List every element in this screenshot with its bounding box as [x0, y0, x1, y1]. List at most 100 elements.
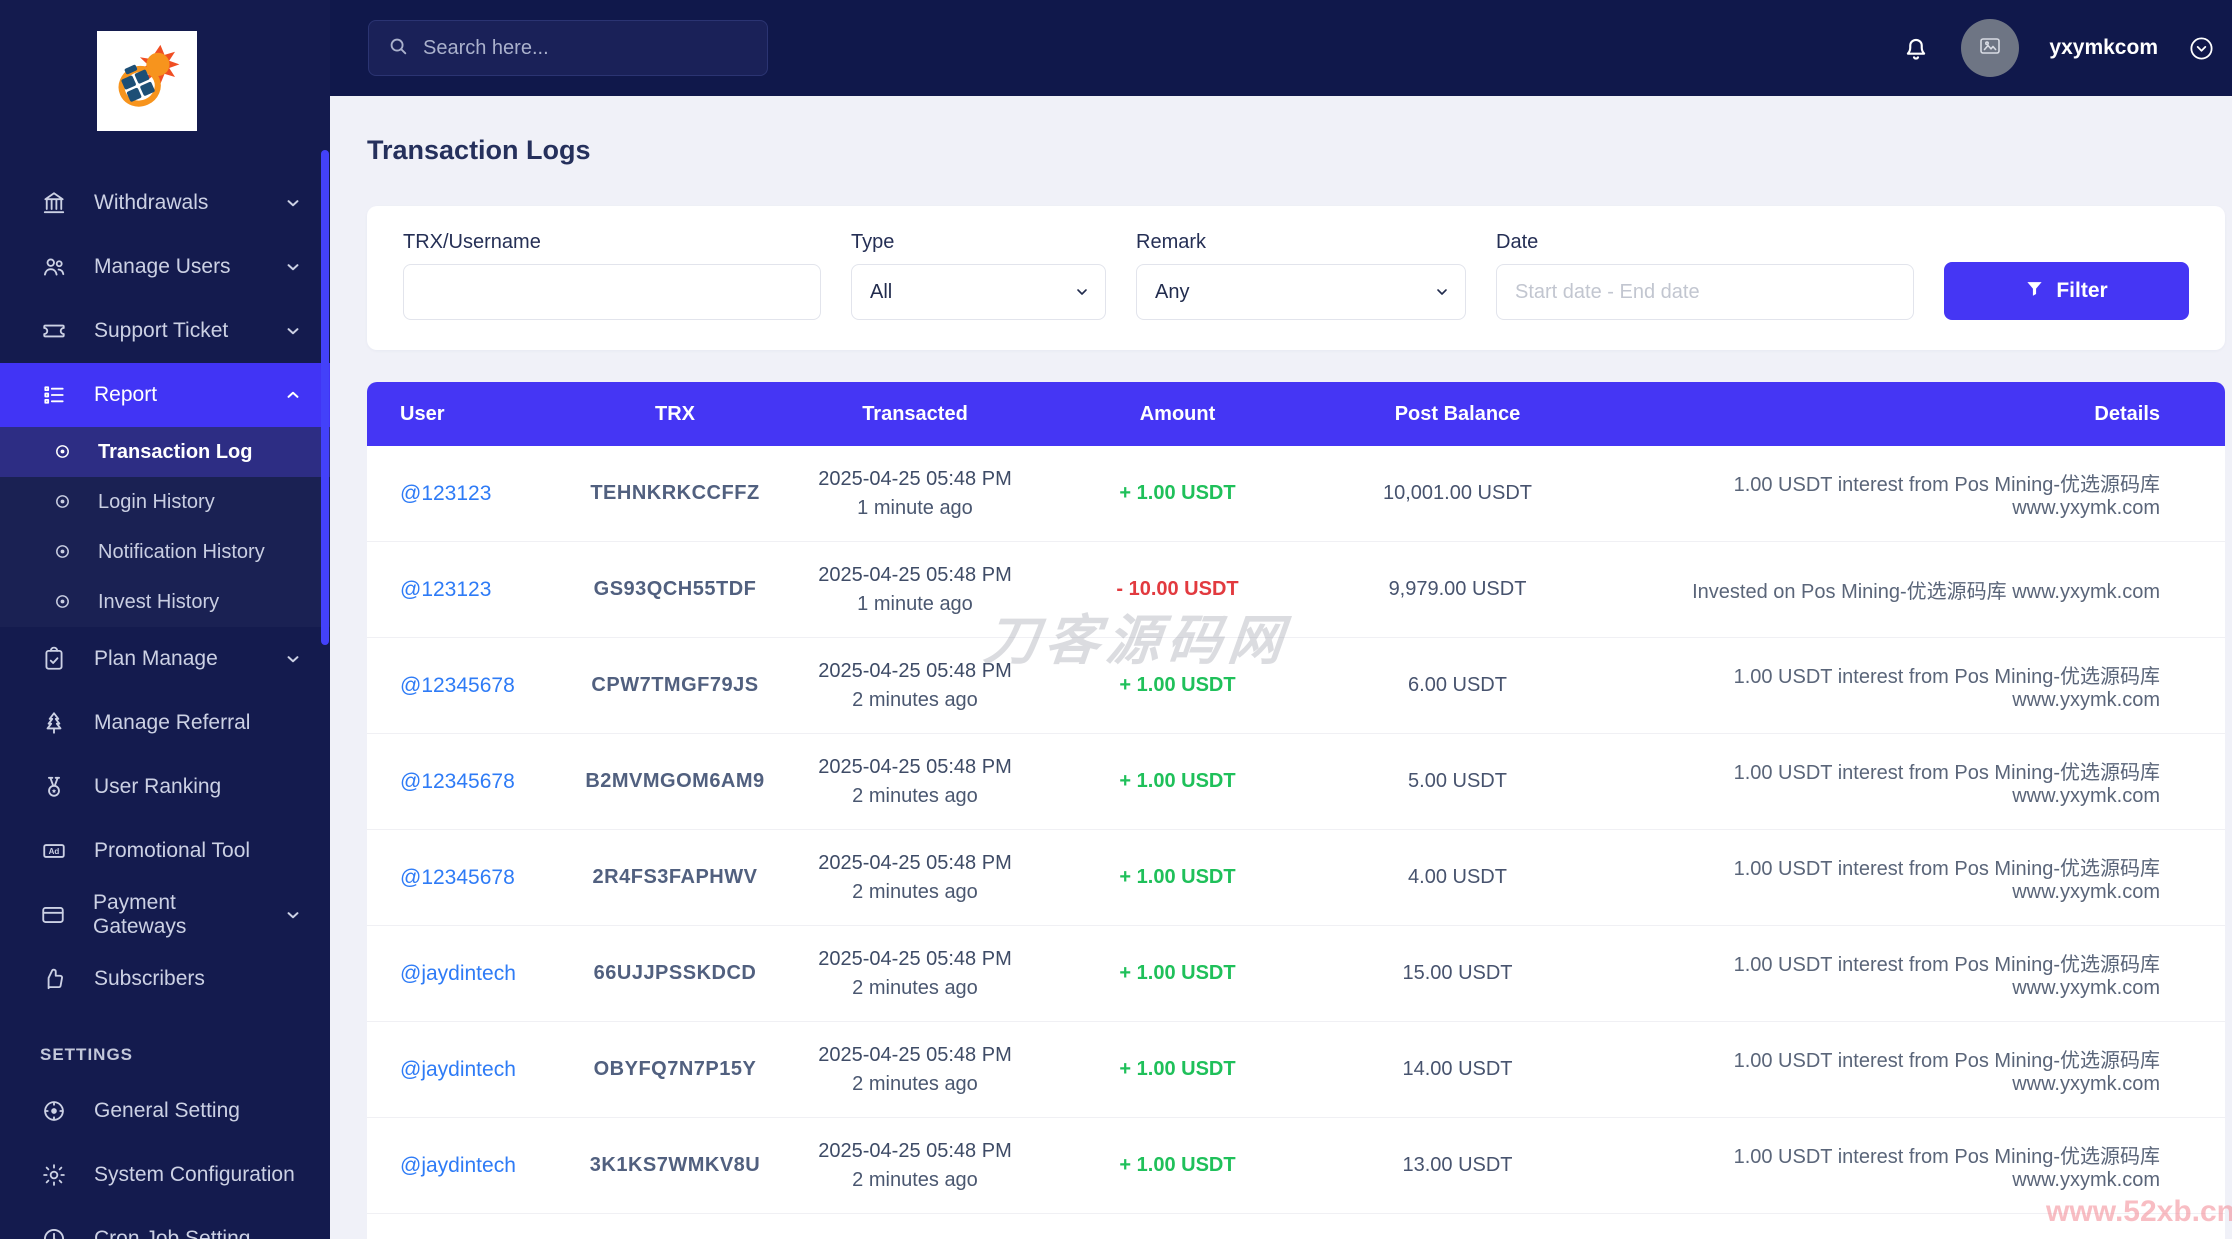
- sidebar-item-payment-gateways[interactable]: Payment Gateways: [0, 883, 330, 947]
- user-link[interactable]: @jaydintech: [400, 1057, 516, 1081]
- details: 1.00 USDT interest from Pos Mining-优选源码库…: [1733, 953, 2160, 999]
- username[interactable]: yxymkcom: [2049, 36, 2158, 59]
- sidebar-item-user-ranking[interactable]: User Ranking: [0, 755, 330, 819]
- sidebar-subitem-transaction-log[interactable]: Transaction Log: [0, 427, 330, 477]
- remark-select[interactable]: Any: [1136, 264, 1466, 320]
- column-header-trx: TRX: [655, 402, 695, 425]
- search-box: [368, 20, 768, 76]
- sidebar-item-label: Login History: [98, 490, 215, 513]
- image-placeholder-icon: [1978, 34, 2002, 63]
- table-row: @jaydintech OBYFQ7N7P15Y 2025-04-25 05:48 …: [367, 1022, 2225, 1118]
- trx-code: B2MVMGOM6AM9: [585, 770, 765, 792]
- amount: + 1.00 USDT: [1119, 482, 1236, 504]
- sidebar-section-header: SETTINGS: [40, 1045, 134, 1064]
- column-header-user: User: [400, 402, 445, 425]
- user-link[interactable]: @jaydintech: [400, 1153, 516, 1177]
- filter-button[interactable]: Filter: [1944, 262, 2189, 320]
- sidebar-scrollbar-thumb[interactable]: [321, 150, 329, 645]
- sidebar-item-cron-job-setting[interactable]: Cron Job Setting: [0, 1207, 330, 1239]
- sidebar-item-label: Report: [94, 383, 158, 406]
- globe-icon: [40, 1098, 67, 1125]
- remark-label: Remark: [1136, 231, 1207, 253]
- sidebar-item-promotional-tool[interactable]: Ad Promotional Tool: [0, 819, 330, 883]
- trx-username-label: TRX/Username: [403, 231, 541, 253]
- chevron-down-icon: [284, 906, 302, 924]
- user-link[interactable]: @123123: [400, 577, 492, 601]
- sidebar-subitem-invest-history[interactable]: Invest History: [0, 577, 330, 627]
- column-header-transacted: Transacted: [862, 402, 968, 425]
- medal-icon: [40, 774, 67, 801]
- table-row: @12345678 CPW7TMGF79JS 2025-04-25 05:48 PM…: [367, 638, 2225, 734]
- sidebar-item-general-setting[interactable]: General Setting: [0, 1079, 330, 1143]
- post-balance: 13.00 USDT: [1402, 1154, 1513, 1176]
- table-row: @jaydintech 66UJJPSSKDCD 2025-04-25 05:48 …: [367, 926, 2225, 1022]
- chevron-down-icon: [284, 194, 302, 212]
- sidebar-subitem-notification-history[interactable]: Notification History: [0, 527, 330, 577]
- ad-icon: Ad: [40, 838, 67, 865]
- sidebar: Withdrawals Manage Users Support Ticket Rep…: [0, 0, 330, 1239]
- sidebar-item-label: Plan Manage: [94, 647, 218, 670]
- chevron-up-icon: [284, 386, 302, 404]
- users-icon: [40, 254, 67, 281]
- sidebar-item-label: Promotional Tool: [94, 839, 251, 862]
- sidebar-item-report[interactable]: Report: [0, 363, 330, 427]
- user-menu-chevron-icon[interactable]: [2188, 35, 2215, 62]
- sidebar-item-system-configuration[interactable]: System Configuration: [0, 1143, 330, 1207]
- type-label: Type: [851, 231, 895, 253]
- sidebar-item-label: Cron Job Setting: [94, 1227, 251, 1239]
- table-row: @12345678 B2MVMGOM6AM9 2025-04-25 05:48 PM…: [367, 734, 2225, 830]
- user-link[interactable]: @12345678: [400, 865, 515, 889]
- date-range-input[interactable]: [1496, 264, 1914, 320]
- radio-icon: [52, 541, 74, 563]
- sidebar-item-manage-referral[interactable]: Manage Referral: [0, 691, 330, 755]
- details: 1.00 USDT interest from Pos Mining-优选源码库…: [1733, 857, 2160, 903]
- report-icon: [40, 382, 67, 409]
- sidebar-item-withdrawals[interactable]: Withdrawals: [0, 171, 330, 235]
- tree-icon: [40, 710, 67, 737]
- sidebar-item-manage-users[interactable]: Manage Users: [0, 235, 330, 299]
- details: 1.00 USDT interest from Pos Mining-优选源码库…: [1733, 665, 2160, 711]
- search-input[interactable]: [423, 36, 749, 60]
- sidebar-item-label: Withdrawals: [94, 191, 209, 214]
- amount: - 10.00 USDT: [1116, 578, 1239, 600]
- post-balance: 14.00 USDT: [1402, 1058, 1513, 1080]
- sidebar-item-label: Support Ticket: [94, 319, 229, 342]
- table-row: @123123 TEHNKRKCCFFZ 2025-04-25 05:48 PM 1 …: [367, 446, 2225, 542]
- notifications-bell-icon[interactable]: [1901, 33, 1931, 63]
- filter-card: TRX/Username Type All Remark: [367, 206, 2225, 350]
- sidebar-item-support-ticket[interactable]: Support Ticket: [0, 299, 330, 363]
- transaction-table: User TRX Transacted Amount Post Balance Detai…: [367, 382, 2225, 1239]
- card-icon: [40, 902, 66, 929]
- sidebar-subitem-login-history[interactable]: Login History: [0, 477, 330, 527]
- column-header-post-balance: Post Balance: [1394, 402, 1521, 425]
- sidebar-nav: Withdrawals Manage Users Support Ticket Rep…: [0, 171, 330, 1239]
- sidebar-item-label: Payment Gateways: [93, 891, 187, 938]
- user-link[interactable]: @jaydintech: [400, 961, 516, 985]
- sidebar-item-label: Subscribers: [94, 967, 205, 990]
- sidebar-item-plan-manage[interactable]: Plan Manage: [0, 627, 330, 691]
- date-label: Date: [1496, 231, 1539, 253]
- filter-funnel-icon: [2025, 279, 2044, 304]
- sidebar-item-label: Transaction Log: [98, 440, 253, 463]
- user-link[interactable]: @12345678: [400, 769, 515, 793]
- sidebar-item-label: Notification History: [98, 540, 265, 563]
- amount: + 1.00 USDT: [1119, 674, 1236, 696]
- clock-icon: [40, 1226, 67, 1239]
- sidebar-item-label: Invest History: [98, 590, 220, 613]
- user-link[interactable]: @123123: [400, 481, 492, 505]
- type-select[interactable]: All: [851, 264, 1106, 320]
- trx-code: 3K1KS7WMKV8U: [589, 1154, 761, 1176]
- sidebar-item-subscribers[interactable]: Subscribers: [0, 947, 330, 1011]
- bank-icon: [40, 190, 67, 217]
- avatar[interactable]: [1961, 19, 2020, 77]
- table-row: @123123 GS93QCH55TDF 2025-04-25 05:48 PM 1 …: [367, 542, 2225, 638]
- transacted-time: 2025-04-25 05:48 PM 2 minutes ago: [818, 851, 1012, 903]
- trx-username-input[interactable]: [403, 264, 821, 320]
- transacted-time: 2025-04-25 05:48 PM 2 minutes ago: [818, 947, 1012, 999]
- sidebar-item-label: Manage Referral: [94, 711, 251, 734]
- brand-logo[interactable]: [97, 31, 197, 131]
- transacted-time: 2025-04-25 05:48 PM 2 minutes ago: [818, 1043, 1012, 1095]
- trx-code: OBYFQ7N7P15Y: [593, 1058, 757, 1080]
- user-link[interactable]: @12345678: [400, 673, 515, 697]
